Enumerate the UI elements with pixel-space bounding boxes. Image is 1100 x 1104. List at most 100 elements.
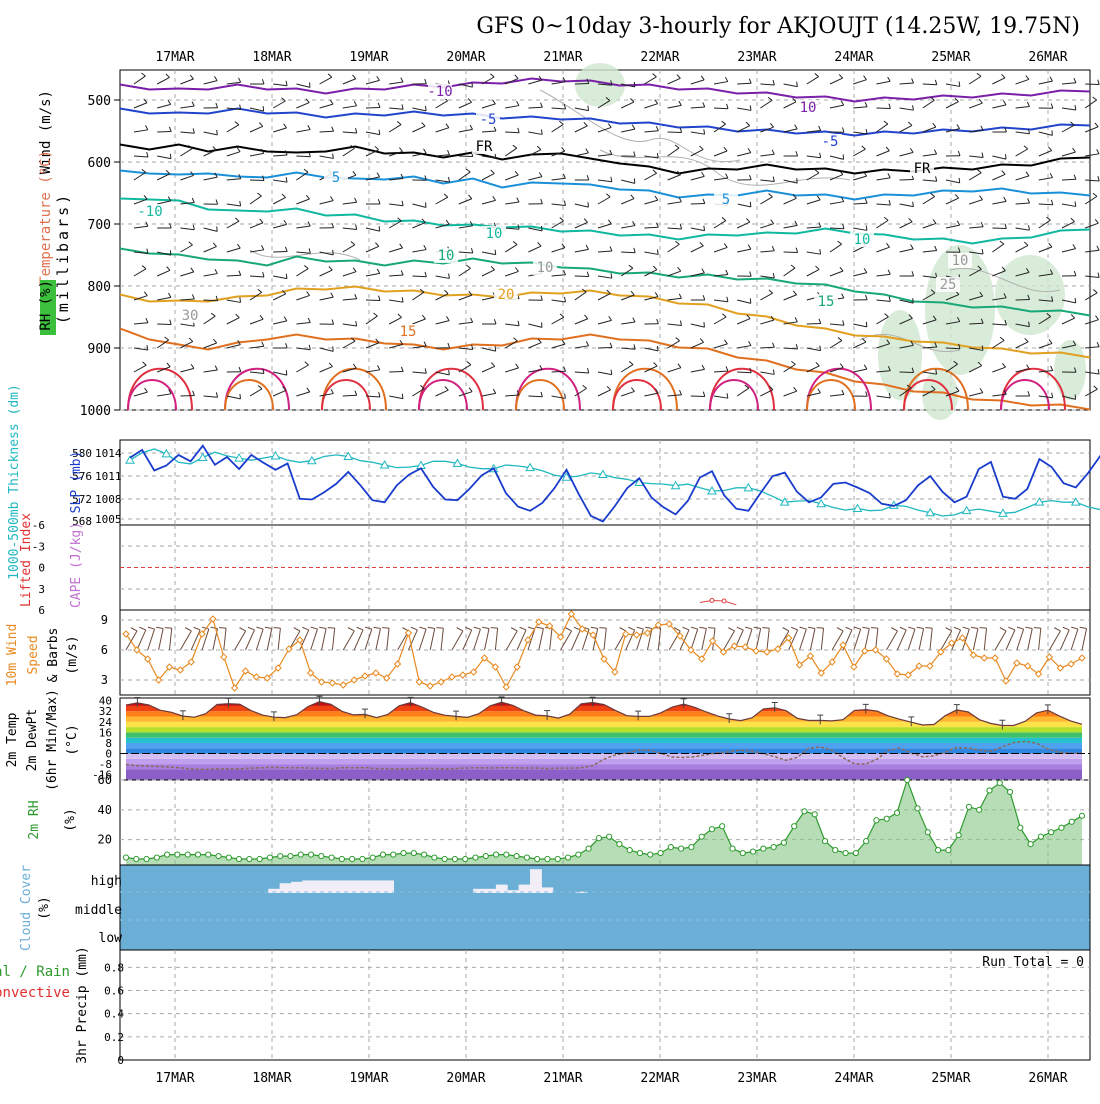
contour-label: 10 bbox=[438, 248, 455, 264]
precip-tick: 0.8 bbox=[104, 961, 124, 974]
cloud-tick: low bbox=[99, 931, 123, 946]
rh-point bbox=[195, 852, 200, 857]
precip-panel-frame bbox=[120, 950, 1090, 1060]
top-date-label: 18MAR bbox=[252, 50, 291, 65]
rh-point bbox=[555, 856, 560, 861]
rh-point bbox=[1049, 830, 1054, 835]
bottom-date-label: 25MAR bbox=[931, 1071, 970, 1086]
wind-tick: 6 bbox=[101, 643, 108, 657]
rh-point bbox=[781, 840, 786, 845]
contour-label: -10 bbox=[427, 84, 452, 100]
contour-label: 5 bbox=[332, 170, 340, 186]
wind-barb-flag bbox=[866, 322, 867, 327]
rh-point bbox=[1028, 842, 1033, 847]
rh-tick: 20 bbox=[98, 833, 112, 847]
level-label: 1000 bbox=[80, 404, 111, 419]
bottom-date-label: 23MAR bbox=[737, 1071, 776, 1086]
rh-point bbox=[771, 845, 776, 850]
high-cloud-bar bbox=[337, 880, 349, 893]
rh-point bbox=[278, 853, 283, 858]
rh-point bbox=[956, 833, 961, 838]
contour-label: 10 bbox=[800, 100, 817, 116]
panel-ylabel: 3hr Precip (mm) bbox=[75, 946, 90, 1063]
panel-ylabel: CAPE (J/kg) bbox=[69, 522, 84, 608]
wind-barb-flag bbox=[657, 346, 658, 351]
level-label: 900 bbox=[88, 342, 111, 357]
top-date-label: 17MAR bbox=[155, 50, 194, 65]
contour-label: 10 bbox=[486, 226, 503, 242]
top-date-label: 21MAR bbox=[543, 50, 582, 65]
surface-wind-barb-flag bbox=[165, 628, 172, 629]
temp-band bbox=[120, 759, 1090, 764]
wind-barb-flag bbox=[286, 370, 287, 375]
rh-point bbox=[319, 853, 324, 858]
high-cloud-bar bbox=[302, 880, 314, 893]
rh-point bbox=[1069, 819, 1074, 824]
contour-label: -10 bbox=[137, 204, 162, 220]
slp-tick: 1011 bbox=[95, 470, 122, 483]
temp-band bbox=[120, 769, 1090, 780]
rh-point bbox=[802, 809, 807, 814]
surface-wind-barb-flag bbox=[1034, 628, 1041, 629]
top-date-label: 20MAR bbox=[446, 50, 485, 65]
bottom-date-label: 20MAR bbox=[446, 1071, 485, 1086]
rh-point bbox=[668, 845, 673, 850]
rh-point bbox=[874, 818, 879, 823]
rh-point bbox=[298, 852, 303, 857]
rh-point bbox=[154, 855, 159, 860]
rh-point bbox=[236, 856, 241, 861]
li-tick: 3 bbox=[38, 583, 45, 596]
rh-point bbox=[391, 852, 396, 857]
wind-barb-flag bbox=[704, 226, 705, 231]
rh-point bbox=[463, 856, 468, 861]
top-date-label: 24MAR bbox=[834, 50, 873, 65]
rh-point bbox=[740, 850, 745, 855]
upper-ylabel-rh: RH (%) bbox=[38, 280, 54, 331]
wind-barb-flag bbox=[797, 178, 798, 183]
rh-point bbox=[997, 780, 1002, 785]
run-total: Run Total = 0 bbox=[982, 955, 1084, 970]
rh-point bbox=[350, 856, 355, 861]
wind-barb-flag bbox=[1006, 154, 1007, 159]
temp-band bbox=[120, 727, 1090, 732]
rh-point bbox=[843, 850, 848, 855]
temp-band bbox=[120, 738, 1090, 743]
rh-point bbox=[648, 852, 653, 857]
high-cloud-bar bbox=[382, 880, 394, 893]
wind-barb-flag bbox=[217, 130, 218, 135]
rh-point bbox=[473, 855, 478, 860]
surface-wind-barb-flag bbox=[491, 628, 498, 629]
rh-point bbox=[288, 853, 293, 858]
wind-barb-flag bbox=[913, 298, 914, 303]
rh-point bbox=[370, 855, 375, 860]
wind-tick: 9 bbox=[101, 613, 108, 627]
rh-point bbox=[822, 839, 827, 844]
rh-point bbox=[658, 850, 663, 855]
contour-label: 10 bbox=[952, 253, 969, 269]
high-cloud-bar bbox=[291, 882, 303, 893]
rh-point bbox=[864, 839, 869, 844]
wind-barb-flag bbox=[913, 202, 914, 207]
rh-point bbox=[925, 830, 930, 835]
rh-point bbox=[1059, 825, 1064, 830]
rh-point bbox=[720, 824, 725, 829]
rh-shade bbox=[1054, 340, 1086, 400]
rh-point bbox=[514, 853, 519, 858]
rh-point bbox=[833, 847, 838, 852]
rh-point bbox=[730, 846, 735, 851]
upper-ylabel-temp: Temperature (°C) bbox=[38, 150, 54, 285]
high-cloud-bar bbox=[325, 880, 337, 893]
rh-point bbox=[915, 806, 920, 811]
rh-point bbox=[1038, 834, 1043, 839]
temp-band bbox=[120, 748, 1090, 753]
rh-point bbox=[607, 834, 612, 839]
precip-legend-total: Total / Rain bbox=[0, 964, 70, 980]
chart-title: GFS 0~10day 3-hourly for AKJOUJT (14.25W… bbox=[476, 14, 1080, 39]
panel-ylabel: Lifted Index bbox=[19, 513, 34, 607]
rh-point bbox=[339, 856, 344, 861]
